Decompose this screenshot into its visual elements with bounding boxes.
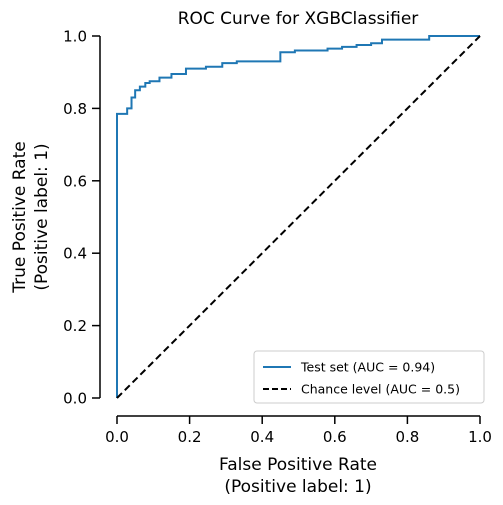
series-line-chance-level [116, 35, 481, 399]
y-tick-label: 0.4 [63, 245, 87, 263]
x-tick-label: 0.2 [178, 428, 202, 446]
y-axis-label-line1: True Positive Rate [10, 141, 30, 293]
legend-frame [253, 350, 485, 404]
y-tick-label: 1.0 [63, 28, 87, 46]
y-tick-label: 0.6 [63, 172, 87, 190]
x-tick-label: 0.8 [395, 428, 419, 446]
y-axis-label-line2: (Positive label: 1) [32, 143, 52, 290]
x-tick-label: 1.0 [468, 428, 492, 446]
x-tick-label: 0.6 [323, 428, 347, 446]
x-tick-label: 0.4 [250, 428, 274, 446]
x-tick-label: 0.0 [105, 428, 129, 446]
y-tick-label: 0.2 [63, 317, 87, 335]
legend: Test set (AUC = 0.94) Chance level (AUC … [253, 350, 485, 404]
y-tick-label: 0.0 [63, 390, 87, 408]
y-axis-ticks: 0.0 0.2 0.4 0.6 0.8 1.0 [63, 28, 100, 408]
x-axis-ticks: 0.0 0.2 0.4 0.6 0.8 1.0 [105, 416, 492, 446]
chart-title: ROC Curve for XGBClassifier [178, 9, 419, 29]
series-line-test-set [116, 35, 480, 398]
series-layer [116, 35, 481, 399]
y-tick-label: 0.8 [63, 100, 87, 118]
legend-label-chance: Chance level (AUC = 0.5) [301, 382, 460, 397]
x-axis-label-line1: False Positive Rate [219, 455, 377, 475]
legend-label-test-set: Test set (AUC = 0.94) [300, 360, 435, 375]
x-axis-label-line2: (Positive label: 1) [224, 477, 371, 497]
